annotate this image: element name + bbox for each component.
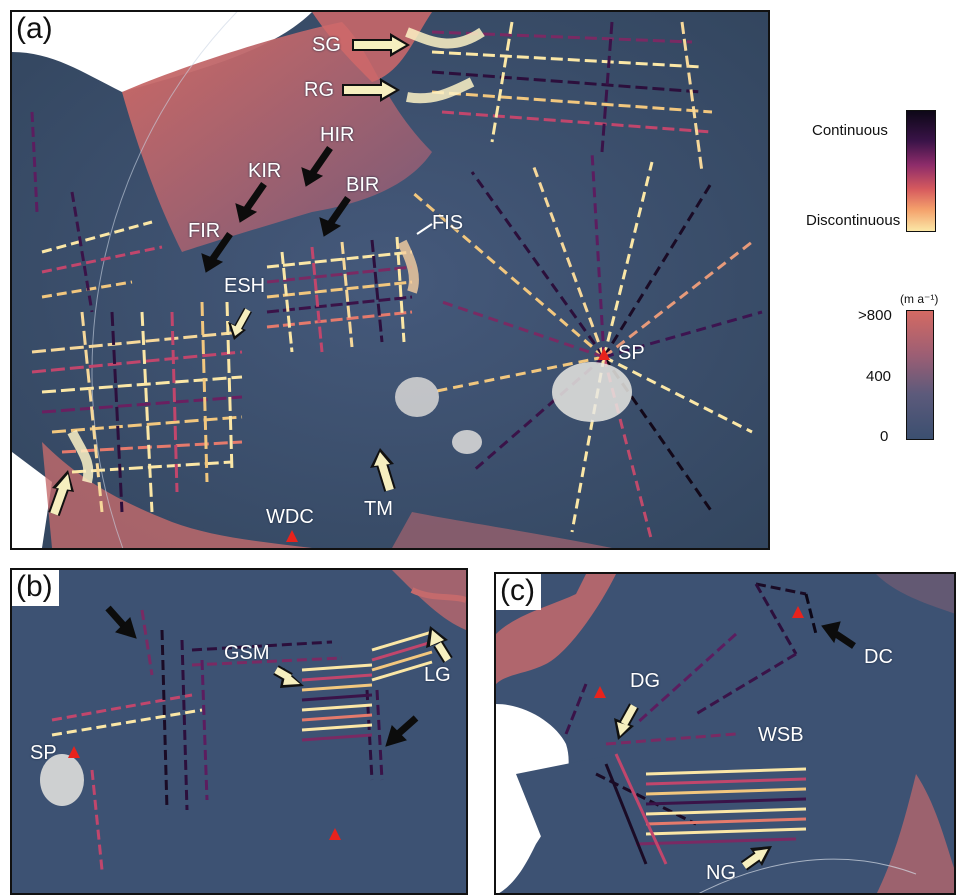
esh-arrow <box>228 307 252 340</box>
label-kir: KIR <box>248 160 282 182</box>
label-wsb: WSB <box>758 724 804 746</box>
label-gsm: GSM <box>224 642 270 664</box>
dc-station-marker <box>792 606 804 618</box>
dg-arrow <box>614 703 639 740</box>
label-tm: TM <box>364 498 393 520</box>
left-arrow <box>48 470 74 517</box>
label-rg: RG <box>304 79 334 101</box>
sp-station-marker <box>598 348 610 360</box>
label-dg: DG <box>630 670 660 692</box>
unnamed-station-marker-b <box>329 828 341 840</box>
tm-arrow <box>370 448 396 492</box>
label-hir: HIR <box>320 124 355 146</box>
panel-b-map: (b) GSM LG SP <box>10 568 468 895</box>
label-ng: NG <box>706 862 736 884</box>
sp-station-marker-b <box>68 746 80 758</box>
panel-c-letter: (c) <box>496 574 541 610</box>
hir-arrow <box>301 146 333 187</box>
panel-b-letter: (b) <box>12 570 59 606</box>
speed-unit: (m a⁻¹) <box>900 292 939 306</box>
label-fis: FIS <box>432 212 464 234</box>
label-wdc: WDC <box>266 506 314 528</box>
fis-pointer <box>416 223 433 235</box>
panel-a-map: (a) SG RG HIR KIR BIR FIR FIS ESH SP TM … <box>10 10 770 550</box>
kir-arrow <box>235 182 267 223</box>
b-dark-arrow-2 <box>385 715 419 747</box>
lg-arrow <box>426 626 453 663</box>
speed-colorbar <box>906 310 934 440</box>
continuity-bottom-label: Discontinuous <box>806 212 901 229</box>
label-sg: SG <box>312 34 341 56</box>
label-lg: LG <box>424 664 451 686</box>
wdc-station-marker <box>286 530 298 542</box>
continuity-top-label: Continuous <box>812 122 888 139</box>
b-dark-arrow-1 <box>105 605 137 639</box>
label-sp-b: SP <box>30 742 57 764</box>
label-sp: SP <box>618 342 645 364</box>
label-dc: DC <box>864 646 893 668</box>
ng-arrow <box>740 846 772 871</box>
sg-arrow <box>352 33 410 57</box>
label-fir: FIR <box>188 220 221 242</box>
arrows-layer <box>48 33 433 517</box>
speed-min-label: 0 <box>880 428 889 445</box>
label-bir: BIR <box>346 174 380 196</box>
panel-b-basemap <box>12 570 466 893</box>
panel-a-basemap <box>12 12 768 548</box>
panel-a-letter: (a) <box>12 12 59 48</box>
speed-max-label: >800 <box>858 307 892 324</box>
unnamed-station-marker-c <box>594 686 606 698</box>
fir-arrow <box>201 232 233 273</box>
dc-arrow <box>821 621 856 649</box>
rg-arrow <box>342 78 400 102</box>
bir-arrow <box>319 196 351 237</box>
continuity-colorbar <box>906 110 936 232</box>
panel-c-basemap <box>496 574 954 893</box>
speed-mid-label: 400 <box>866 368 892 385</box>
panel-c-map: (c) DG WSB DC NG <box>494 572 956 895</box>
label-esh: ESH <box>224 275 266 297</box>
gsm-arrow <box>273 665 304 688</box>
